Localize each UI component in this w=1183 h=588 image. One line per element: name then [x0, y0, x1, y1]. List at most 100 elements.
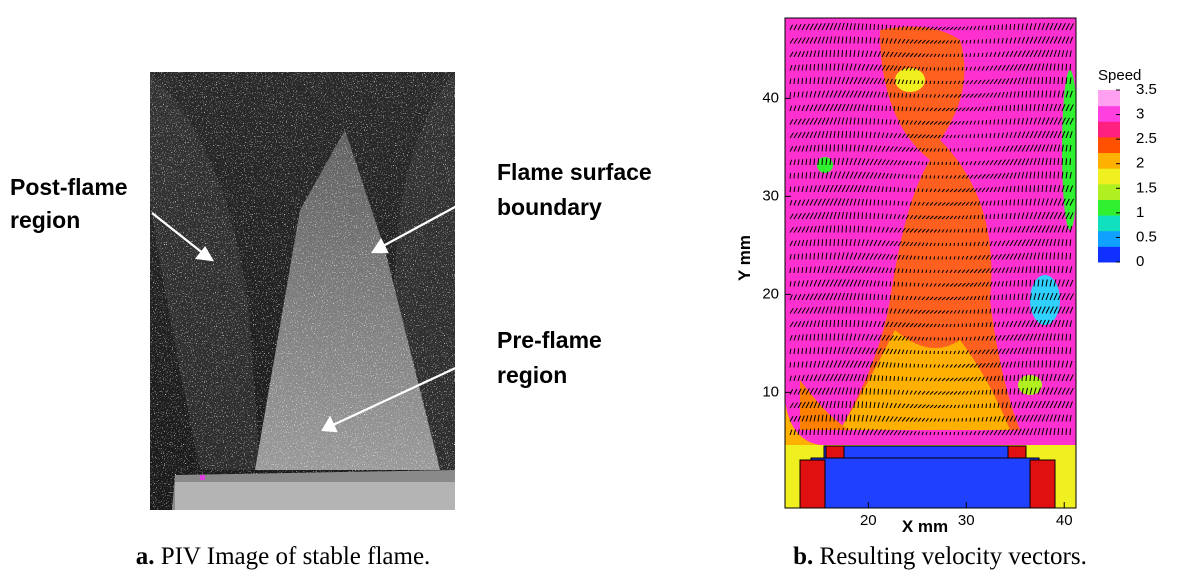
vector [825, 50, 828, 58]
vector [1057, 198, 1062, 206]
vector [861, 428, 866, 436]
vector [873, 428, 878, 436]
vector [885, 389, 888, 395]
vector [889, 375, 892, 382]
vector [857, 333, 861, 341]
vector [833, 225, 836, 233]
vector [889, 321, 894, 328]
vector [977, 160, 981, 166]
vector [993, 335, 998, 341]
vector [873, 294, 876, 301]
vector [857, 320, 860, 328]
vector [981, 362, 986, 368]
vector [961, 296, 966, 301]
vector [1049, 360, 1052, 368]
vector [1005, 37, 1008, 44]
vector [789, 254, 792, 260]
vector [841, 346, 845, 355]
vector [889, 173, 893, 179]
vector [917, 269, 919, 274]
vector [985, 160, 990, 166]
vector [833, 360, 838, 368]
vector [849, 346, 854, 355]
vector [905, 336, 910, 341]
vector [893, 65, 898, 71]
vector [897, 349, 901, 355]
vector [1009, 199, 1011, 206]
vector [997, 294, 1000, 301]
vector [865, 104, 868, 112]
vector [1057, 266, 1060, 274]
vector [945, 337, 948, 341]
vector [945, 67, 947, 71]
vector [817, 36, 822, 44]
vector [985, 322, 988, 328]
annotation: region [497, 362, 567, 388]
vector [945, 175, 948, 179]
colorbar-tick-label: 3 [1136, 106, 1144, 123]
vector [893, 227, 898, 233]
vector [1041, 427, 1045, 436]
vector [1009, 266, 1013, 274]
vector [1049, 333, 1053, 341]
vector [869, 239, 874, 247]
vector [1057, 103, 1062, 112]
vector [969, 188, 974, 193]
vector [997, 362, 1002, 368]
vector [837, 387, 841, 395]
vector [1045, 49, 1050, 58]
vector [865, 428, 870, 436]
vector [881, 294, 884, 301]
vector [793, 24, 798, 31]
vector [909, 295, 913, 301]
vector [1065, 401, 1070, 409]
vector [933, 350, 936, 355]
vector [841, 414, 844, 422]
vector [989, 52, 993, 58]
vector [797, 375, 801, 382]
vector [989, 403, 992, 409]
vector [1005, 172, 1010, 179]
vector [909, 25, 913, 31]
vector [1065, 414, 1068, 422]
vector [1065, 293, 1070, 301]
vector [1029, 171, 1032, 179]
vector [969, 53, 972, 58]
vector [1029, 266, 1032, 274]
vector [845, 387, 849, 395]
vector [941, 269, 944, 274]
vector [957, 363, 962, 368]
vector [953, 242, 955, 247]
vector [789, 132, 794, 139]
vector [1061, 103, 1066, 112]
vector [933, 256, 936, 260]
vector [1049, 22, 1054, 31]
vector [1009, 320, 1014, 328]
vector [809, 77, 812, 85]
vector [985, 362, 990, 368]
vector [961, 201, 966, 206]
vector [821, 158, 824, 166]
vector [1025, 374, 1028, 382]
vector [1001, 119, 1004, 125]
vector [829, 22, 834, 31]
vector [989, 214, 992, 220]
vector [989, 133, 992, 139]
vector [789, 335, 793, 341]
vector [817, 158, 820, 166]
vector [993, 213, 996, 220]
vector [973, 174, 978, 179]
vector [869, 158, 874, 166]
vector [889, 78, 893, 85]
vector [873, 280, 876, 287]
vector [957, 201, 962, 206]
vector [969, 404, 972, 409]
vector [929, 404, 934, 409]
vector [941, 242, 944, 247]
vector [801, 401, 806, 409]
vector [921, 26, 926, 31]
vector [1021, 414, 1026, 422]
vector [949, 26, 954, 31]
vector [1009, 428, 1014, 436]
vector [913, 403, 918, 409]
